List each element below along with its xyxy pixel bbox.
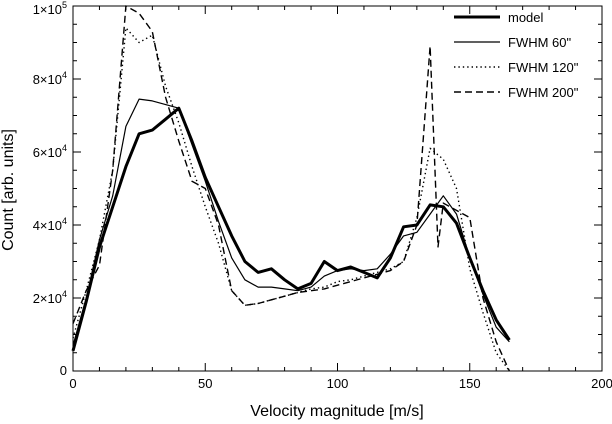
y-tick-label: 2×104 [33, 289, 67, 306]
y-tick-mantissa: 4×10 [33, 218, 62, 233]
y-tick-mantissa: 0 [60, 363, 67, 378]
y-tick-mantissa: 8×10 [33, 72, 62, 87]
legend-label: model [508, 10, 544, 25]
x-tick-label: 200 [591, 376, 612, 391]
y-tick-label: 6×104 [33, 143, 67, 160]
y-tick-exponent: 4 [62, 143, 67, 153]
y-tick-mantissa: 6×10 [33, 145, 62, 160]
y-tick-label: 0 [60, 363, 67, 378]
y-tick-label: 1×105 [33, 0, 67, 17]
series-line-1 [71, 106, 511, 352]
y-tick-mantissa: 2×10 [33, 291, 62, 306]
series-line-3 [72, 27, 510, 372]
x-tick-label: 0 [69, 376, 76, 391]
legend: model FWHM 60" FWHM 120" FWHM 200" [454, 10, 579, 100]
legend-label: FWHM 60" [508, 35, 572, 50]
y-tick-exponent: 4 [62, 289, 67, 299]
plot-area [71, 5, 511, 372]
y-tick-exponent: 5 [62, 0, 67, 10]
y-tick-mantissa: 1×10 [33, 2, 62, 17]
series-line-4 [72, 5, 511, 372]
legend-label: FWHM 120" [508, 60, 579, 75]
x-axis-title: Velocity magnitude [m/s] [250, 403, 423, 420]
y-tick-exponent: 4 [62, 216, 67, 226]
y-tick-label: 4×104 [33, 216, 67, 233]
y-tick-exponent: 4 [62, 70, 67, 80]
x-tick-label: 150 [459, 376, 481, 391]
legend-label: FWHM 200" [508, 85, 579, 100]
x-tick-label: 100 [327, 376, 349, 391]
x-tick-label: 50 [198, 376, 212, 391]
y-axis-title: Count [arb. units] [0, 129, 17, 251]
y-tick-label: 8×104 [33, 70, 67, 87]
